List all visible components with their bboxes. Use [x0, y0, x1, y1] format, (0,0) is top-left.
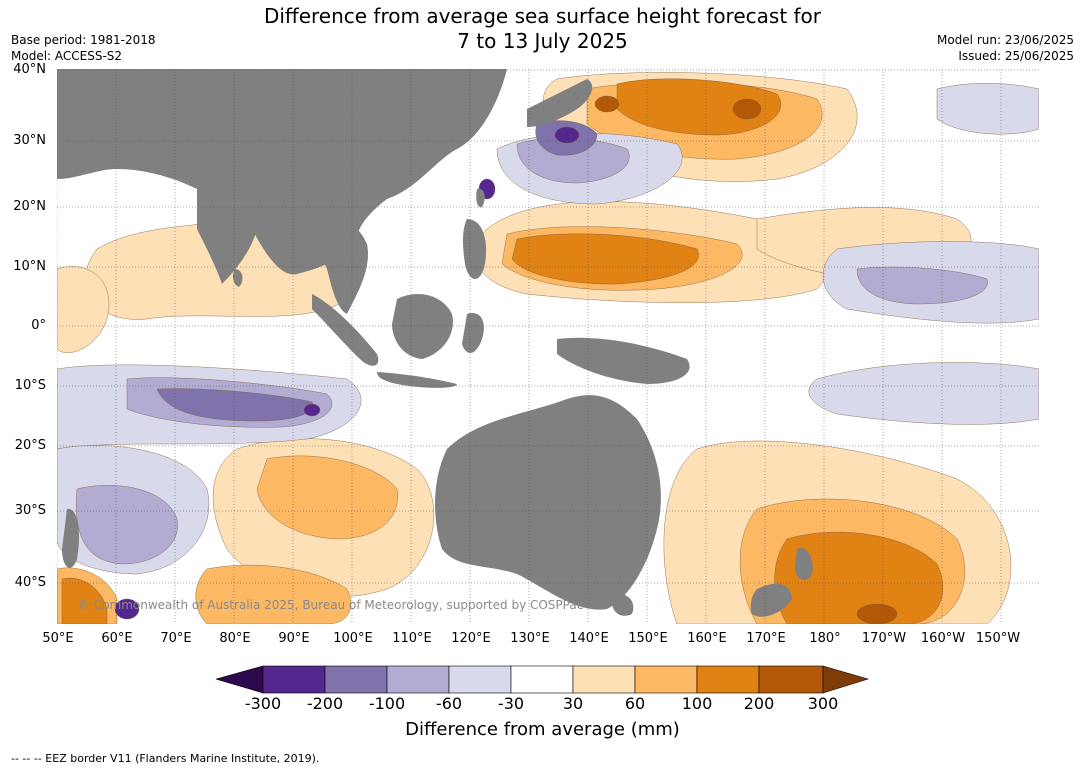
title-line-1: Difference from average sea surface heig… [263, 4, 822, 28]
anomaly-negative-indian-max [156, 388, 313, 422]
lat-label-30n: 30°N [13, 133, 46, 148]
anomaly-peak-2 [856, 603, 898, 624]
colorbar-tick--60: -60 [435, 694, 463, 713]
land-sri-lanka [232, 269, 243, 287]
anomaly-sw-australia [195, 564, 352, 624]
colorbar-swatch-above-max [822, 665, 870, 694]
lat-label-40n: 40°N [13, 62, 46, 77]
colorbar-tick--30: -30 [497, 694, 525, 713]
map-title: Difference from average sea surface heig… [0, 4, 1085, 54]
land-philippines [462, 219, 487, 279]
anomaly-negative-north-pacific [936, 83, 1039, 135]
land-tasmania [611, 593, 634, 616]
lon-label-110e: 110°E [392, 631, 432, 646]
colorbar-swatch-3 [386, 665, 450, 694]
colorbar-swatch-5 [510, 665, 574, 694]
anomaly-peak-3 [594, 95, 620, 113]
colorbar-tick--200: -200 [306, 694, 344, 713]
lon-label-70e: 70°E [160, 631, 192, 646]
lon-label-90e: 90°E [278, 631, 310, 646]
meta-right: Model run: 23/06/2025 Issued: 25/06/2025 [937, 32, 1074, 64]
lat-label-10n: 10°N [13, 259, 46, 274]
anomaly-fields [57, 72, 1039, 624]
model-name: Model: ACCESS-S2 [11, 49, 123, 63]
lat-label-20s: 20°S [14, 438, 46, 453]
anomaly-negative-pacific-core [856, 266, 988, 305]
colorbar-tick--100: -100 [368, 694, 406, 713]
title-line-2: 7 to 13 July 2025 [457, 29, 628, 53]
lat-label-30s: 30°S [14, 503, 46, 518]
issued-date: Issued: 25/06/2025 [958, 49, 1074, 63]
colorbar-tick-60: 60 [624, 694, 646, 713]
colorbar-swatch-8 [696, 665, 760, 694]
colorbar-tick-30: 30 [562, 694, 584, 713]
model-run: Model run: 23/06/2025 [936, 33, 1074, 47]
anomaly-peak-1 [732, 98, 762, 120]
lat-label-20n: 20°N [13, 199, 46, 214]
anomaly-negative-max-3 [303, 403, 321, 417]
land-new-guinea [557, 337, 690, 384]
colorbar-swatch-2 [324, 665, 388, 694]
lon-label-60e: 60°E [101, 631, 133, 646]
footnote-eez: -- -- -- EEZ border V11 (Flanders Marine… [11, 752, 320, 765]
anomaly-map [57, 69, 1039, 624]
land-new-zealand-south [750, 583, 792, 617]
lon-label-150w: 150°W [975, 631, 1021, 646]
land-borneo [392, 294, 453, 359]
colorbar-tick-200: 200 [743, 694, 775, 713]
land-masses [57, 69, 813, 617]
anomaly-central-indian [256, 455, 398, 540]
colorbar [216, 665, 870, 694]
anomaly-negative-max-1 [554, 126, 580, 144]
land-sulawesi [462, 313, 484, 354]
colorbar-swatch-below-min [216, 665, 264, 694]
colorbar-swatch-4 [448, 665, 512, 694]
lon-label-170w: 170°W [861, 631, 907, 646]
lon-label-180: 180° [809, 631, 841, 646]
colorbar-title: Difference from average (mm) [405, 719, 680, 740]
lon-label-100e: 100°E [333, 631, 373, 646]
copyright-notice: © Commonwealth of Australia 2025, Bureau… [78, 598, 584, 612]
lon-label-50e: 50°E [42, 631, 74, 646]
map-panel [57, 69, 1039, 624]
anomaly-warm-pool-max [511, 233, 699, 285]
colorbar-swatch-9 [758, 665, 824, 694]
graticule [57, 69, 1039, 624]
colorbar-tick--300: -300 [244, 694, 282, 713]
colorbar-swatch-7 [634, 665, 698, 694]
colorbar-swatch-6 [572, 665, 636, 694]
lat-label-10s: 10°S [14, 378, 46, 393]
lon-label-150e: 150°E [628, 631, 668, 646]
lon-label-160w: 160°W [920, 631, 966, 646]
land-sumatra [312, 294, 379, 366]
anomaly-north-pacific-max [616, 78, 782, 136]
land-india [197, 189, 257, 284]
land-japan [527, 79, 593, 127]
land-australia [435, 395, 661, 610]
lat-label-0: 0° [31, 318, 46, 333]
colorbar-swatch-1 [262, 665, 326, 694]
land-indochina [297, 209, 368, 314]
anomaly-sw-corner-max [61, 577, 108, 624]
lat-label-40s: 40°S [14, 575, 46, 590]
colorbar-tick-100: 100 [681, 694, 713, 713]
land-madagascar [62, 508, 79, 568]
lon-label-170e: 170°E [746, 631, 786, 646]
anomaly-positive-sw-indian [57, 266, 109, 353]
base-period: Base period: 1981-2018 [11, 33, 156, 47]
anomaly-negative-sw-indian-core [76, 485, 178, 565]
anomaly-negative-south-pacific [808, 362, 1039, 425]
lon-label-130e: 130°E [510, 631, 550, 646]
meta-left: Base period: 1981-2018 Model: ACCESS-S2 [11, 32, 156, 64]
lon-label-120e: 120°E [451, 631, 491, 646]
lon-label-80e: 80°E [219, 631, 251, 646]
land-new-zealand-north [795, 548, 813, 581]
land-java [377, 372, 457, 388]
lon-label-140e: 140°E [569, 631, 609, 646]
colorbar-tick-300: 300 [807, 694, 839, 713]
land-taiwan [476, 188, 485, 208]
anomaly-negative-max-4 [114, 598, 140, 620]
land-asia [57, 69, 507, 275]
lon-label-160e: 160°E [687, 631, 727, 646]
